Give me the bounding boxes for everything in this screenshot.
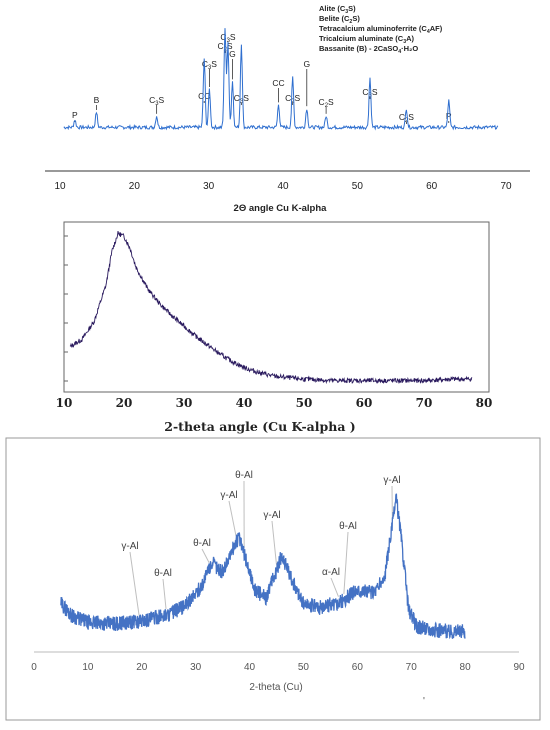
chart-1-legend-entry: Tetracalcium aluminoferrite (C4AF) xyxy=(319,24,443,35)
chart-1-xlabel: 2Θ angle Cu K-alpha xyxy=(234,203,328,214)
chart-3: γ-Al θ-Al θ-Al θ-Al γ-Al γ-Al θ-Al α-Al γ-Al 0 10… xyxy=(5,437,541,721)
chart-1-peak-label: B xyxy=(94,95,100,105)
chart-3-annotation-label: θ-Al xyxy=(339,521,357,532)
chart-1-x-tick-label: 20 xyxy=(129,181,141,192)
chart-1-ticks: 10 20 30 40 50 60 70 xyxy=(54,181,512,192)
chart-3-x-tick-label: 10 xyxy=(82,662,94,673)
stray-mark: ' xyxy=(423,696,425,707)
chart-2-series-line xyxy=(69,230,473,385)
chart-3-annotation-leader xyxy=(228,500,237,537)
chart-3-x-tick-label: 30 xyxy=(190,662,202,673)
chart-1: Alite (C3S)Belite (C2S)Tetracalcium alum… xyxy=(45,4,530,214)
chart-3-annotation-label: θ-Al xyxy=(154,568,172,579)
chart-1-peak-label: CC xyxy=(198,91,210,101)
chart-3-annotation-label: γ-Al xyxy=(121,541,138,552)
chart-3-x-tick-label: 60 xyxy=(352,662,364,673)
chart-3-annotation-label: θ-Al xyxy=(193,538,211,549)
chart-3-x-tick-label: 0 xyxy=(31,662,37,673)
chart-1-legend: Alite (C3S)Belite (C2S)Tetracalcium alum… xyxy=(319,4,443,55)
chart-3-annotations: γ-Al θ-Al θ-Al θ-Al γ-Al γ-Al θ-Al α-Al γ-Al xyxy=(121,470,401,616)
chart-2-ticks: 10 20 30 40 50 60 70 80 xyxy=(56,396,493,410)
chart-1-peak-label: C3S xyxy=(234,93,249,105)
chart-2-plot-area xyxy=(63,221,490,393)
chart-1-peak-label: CC xyxy=(272,78,284,88)
chart-1-x-tick-label: 30 xyxy=(203,181,215,192)
chart-3-x-tick-label: 80 xyxy=(460,662,472,673)
chart-1-x-tick-label: 10 xyxy=(54,181,66,192)
chart-1-x-tick-label: 40 xyxy=(277,181,289,192)
chart-1-legend-entry: Belite (C2S) xyxy=(319,14,360,25)
chart-1-peak-label: C2S xyxy=(217,41,232,53)
chart-2-x-tick-label: 70 xyxy=(416,396,433,410)
chart-1-legend-entry: Tricalcium aluminate (C3A) xyxy=(319,34,415,45)
chart-3-series-line xyxy=(60,493,466,640)
chart-2-x-tick-label: 20 xyxy=(116,396,133,410)
chart-1-peak-label: C2S xyxy=(285,93,300,105)
chart-3-x-tick-label: 40 xyxy=(244,662,256,673)
chart-2-x-tick-label: 80 xyxy=(476,396,493,410)
chart-1-peak-label: C3S xyxy=(149,95,164,107)
chart-3-annotation-label: γ-Al xyxy=(263,510,280,521)
chart-1-peak-label: G xyxy=(303,59,310,69)
chart-1-legend-entry: Alite (C3S) xyxy=(319,4,356,15)
chart-2-x-tick-label: 40 xyxy=(236,396,253,410)
chart-3-annotation-leader xyxy=(343,531,349,595)
chart-2-x-tick-label: 10 xyxy=(56,396,73,410)
chart-3-annotation-label: γ-Al xyxy=(383,475,400,486)
chart-2-x-tick-label: 30 xyxy=(176,396,193,410)
chart-3-annotation-label: α-Al xyxy=(322,567,340,578)
chart-3-annotation-label: γ-Al xyxy=(220,490,237,501)
chart-3-x-tick-label: 50 xyxy=(298,662,310,673)
chart-3-x-tick-label: 70 xyxy=(406,662,418,673)
chart-2: 10 20 30 40 50 60 70 80 2-theta angle (Cu K-alp… xyxy=(56,221,493,434)
chart-3-annotation-leader xyxy=(201,548,210,564)
chart-1-x-tick-label: 70 xyxy=(500,181,512,192)
chart-3-annotation-leader xyxy=(129,551,140,616)
chart-3-annotation-label: θ-Al xyxy=(235,470,253,481)
chart-1-peak-label: C2S xyxy=(319,97,334,109)
chart-1-peak-label: P xyxy=(72,110,78,120)
chart-1-peak-label: G xyxy=(229,49,236,59)
chart-3-annotation-leader xyxy=(330,577,339,597)
chart-3-annotation-leader xyxy=(271,520,277,565)
chart-3-ticks: 0 10 20 30 40 50 60 70 80 90 xyxy=(31,662,525,673)
chart-3-xlabel: 2-theta (Cu) xyxy=(249,682,302,693)
chart-2-y-ticks xyxy=(64,235,68,382)
chart-3-x-tick-label: 90 xyxy=(513,662,525,673)
chart-1-peak-label: C3S xyxy=(220,32,235,44)
chart-1-series-line xyxy=(63,28,499,131)
chart-2-xlabel: 2-theta angle (Cu K-alpha ) xyxy=(164,419,355,434)
chart-1-x-tick-label: 50 xyxy=(352,181,364,192)
chart-1-peak-label: C2S xyxy=(399,112,414,124)
chart-1-peak-label: P xyxy=(446,111,452,121)
chart-1-x-tick-label: 60 xyxy=(426,181,438,192)
chart-2-x-tick-label: 50 xyxy=(296,396,313,410)
chart-1-legend-entry: Bassanite (B) - 2CaSO4·H₂O xyxy=(319,44,418,55)
chart-2-x-tick-label: 60 xyxy=(356,396,373,410)
chart-3-x-tick-label: 20 xyxy=(136,662,148,673)
chart-3-annotation-leader xyxy=(162,578,167,609)
